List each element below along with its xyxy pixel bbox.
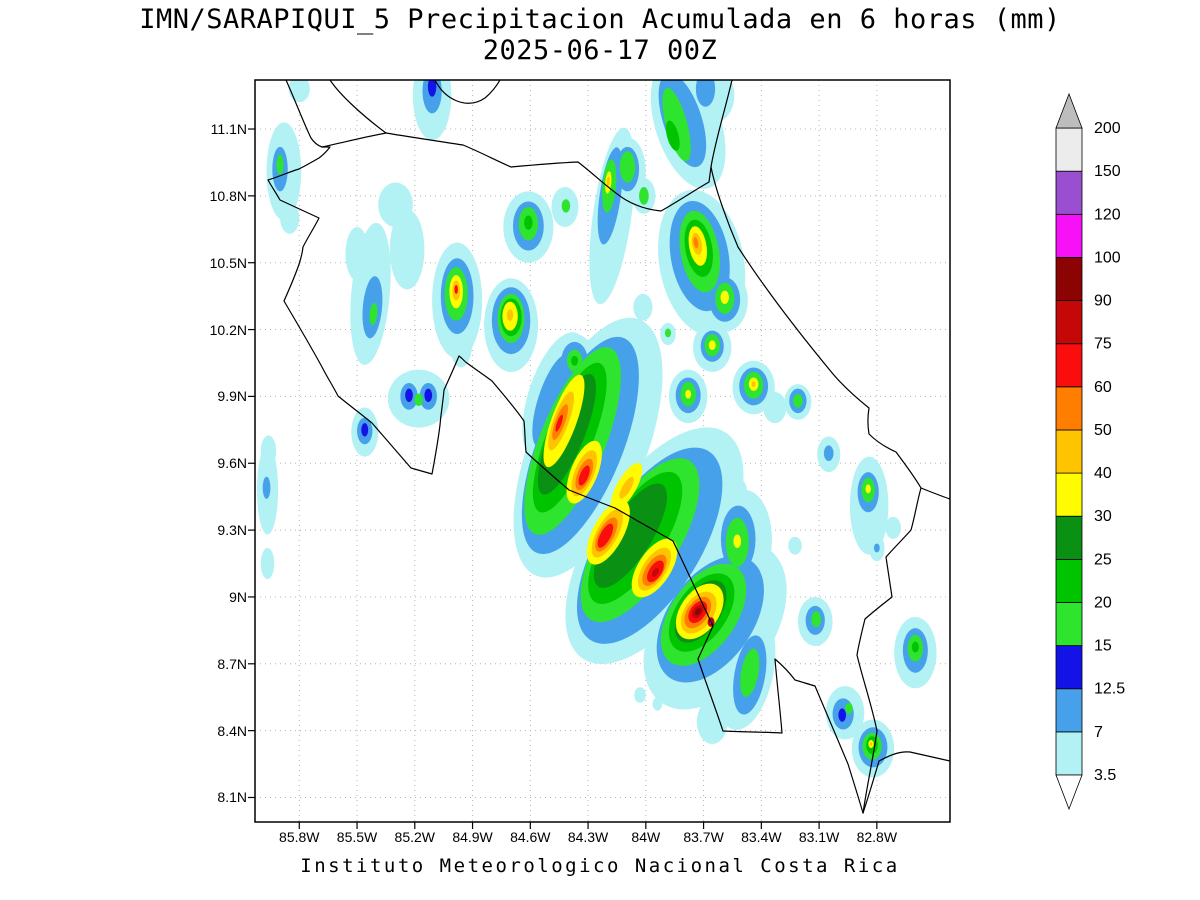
x-tick-label: 84.9W [452,829,493,845]
x-tick-label: 82.8W [856,829,898,845]
y-tick-label: 8.7N [217,655,247,672]
y-tick-label: 9N [229,588,247,605]
y-tick-label: 10.2N [209,321,247,338]
colorbar-label: 7 [1094,724,1103,741]
x-tick-label: 85.2W [394,829,436,845]
colorbar-label: 75 [1094,336,1112,353]
x-tick-label: 84.3W [567,829,609,845]
y-tick-label: 8.1N [217,789,247,806]
y-tick-label: 10.5N [209,254,247,271]
colorbar-label: 30 [1094,508,1112,525]
x-tick-label: 84W [631,829,661,845]
y-tick-label: 8.4N [217,722,247,739]
x-tick-label: 83.7W [683,829,724,845]
colorbar: 3.5 7 12.5 15 20 25 30 40 50 60 75 90 100 120 150 200 [1050,88,1200,828]
colorbar-label: 90 [1094,293,1112,310]
x-tick-label: 84.6W [510,829,551,845]
precipitation-map [248,79,951,829]
colorbar-label: 100 [1094,249,1121,266]
colorbar-label: 12.5 [1094,681,1125,698]
map-area [248,79,951,829]
y-tick-label: 9.3N [217,522,247,539]
page-title: IMN/SARAPIQUI_5 Precipitacion Acumulada … [139,4,1061,35]
colorbar-label: 3.5 [1094,767,1116,784]
x-tick-label: 83.4W [741,829,782,845]
colorbar-label: 20 [1094,594,1112,611]
y-tick-label: 9.6N [217,455,247,472]
x-tick-label: 85.5W [336,829,378,845]
colorbar-label: 25 [1094,551,1112,568]
y-tick-label: 11.1N [210,121,247,138]
footer-credit: Instituto Meteorologico Nacional Costa R… [300,855,900,877]
colorbar-label: 200 [1094,120,1121,137]
x-tick-label: 85.8W [279,829,320,845]
page-subtitle: 2025-06-17 00Z [482,35,718,66]
colorbar-label: 15 [1094,638,1112,655]
colorbar-label: 120 [1094,206,1121,223]
y-tick-label: 9.9N [217,388,247,405]
x-tick-label: 83.1W [798,829,840,845]
colorbar-label: 40 [1094,465,1112,482]
colorbar-label: 60 [1094,379,1112,396]
colorbar-svg: 3.5 7 12.5 15 20 25 30 40 50 60 75 90 100 120 150 200 [1055,92,1125,811]
y-tick-label: 10.8N [209,187,247,204]
colorbar-label: 150 [1094,163,1121,180]
colorbar-label: 50 [1094,422,1112,439]
